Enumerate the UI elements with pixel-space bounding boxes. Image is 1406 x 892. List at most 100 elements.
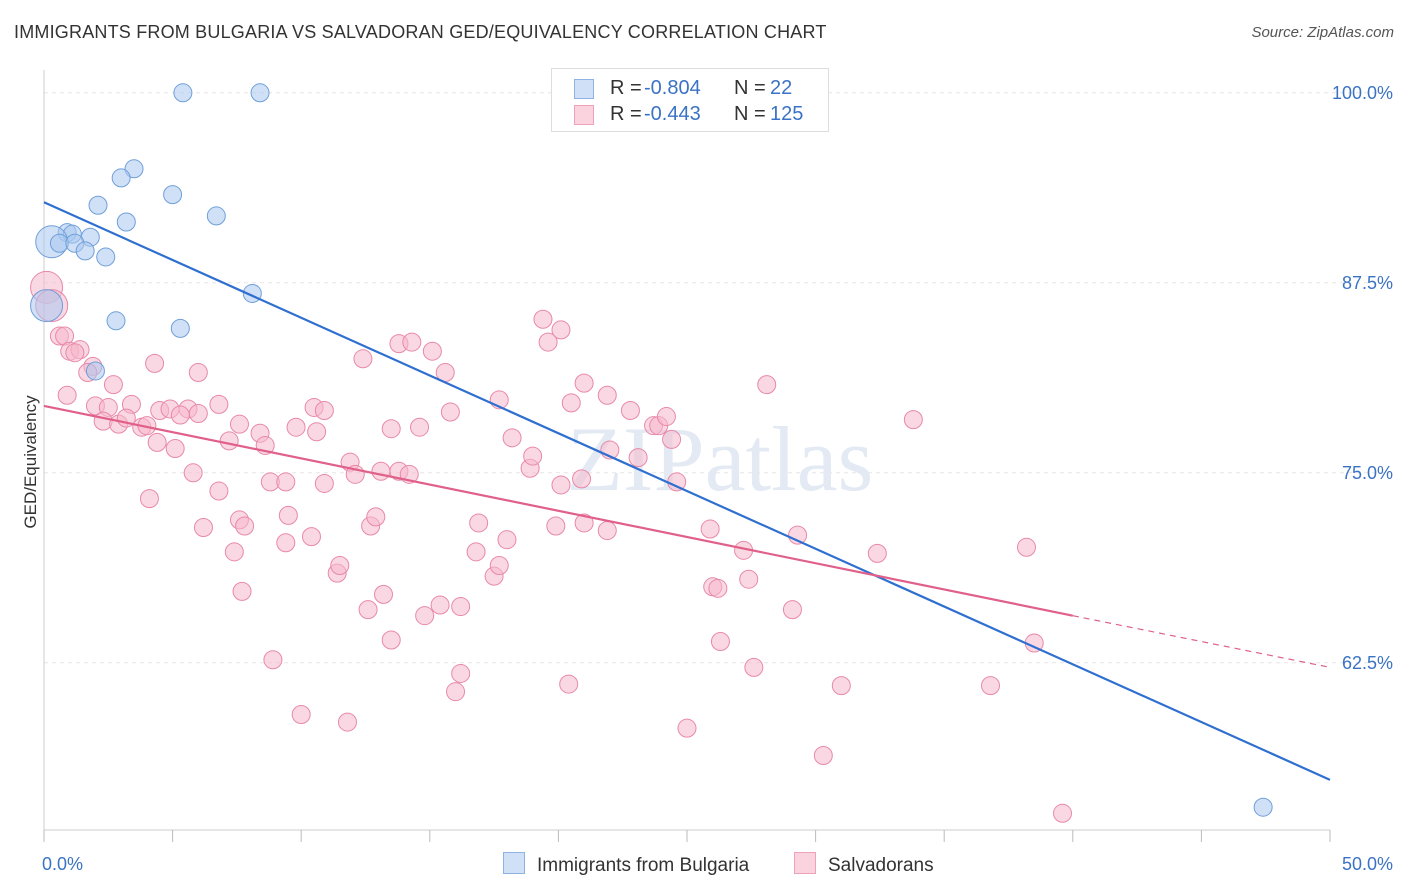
data-point: [757, 375, 777, 395]
data-point: [1017, 537, 1037, 557]
data-point: [561, 393, 581, 413]
data-point: [572, 469, 592, 489]
data-point: [57, 385, 77, 405]
data-point: [193, 518, 213, 538]
data-point: [366, 507, 386, 527]
y-tick-label: 100.0%: [1332, 83, 1393, 103]
data-point: [451, 663, 471, 683]
data-point: [381, 630, 401, 650]
data-point: [353, 349, 373, 369]
data-point: [111, 168, 131, 188]
data-point: [173, 83, 193, 103]
data-point: [533, 309, 553, 329]
data-point: [358, 600, 378, 620]
bottom-legend-bulgaria: Immigrants from Bulgaria: [503, 852, 749, 877]
data-point: [402, 332, 422, 352]
y-axis-label: GED/Equivalency: [21, 395, 40, 529]
data-point: [224, 542, 244, 562]
data-point: [1253, 797, 1273, 817]
legend-r-value: -0.804: [644, 77, 701, 99]
data-point: [301, 527, 321, 547]
y-tick-label: 62.5%: [1342, 653, 1393, 673]
legend-swatch-salvadorans: [574, 105, 594, 125]
data-point: [430, 595, 450, 615]
legend-n-value: 125: [770, 103, 804, 125]
data-point: [546, 516, 566, 536]
data-point: [574, 373, 594, 393]
data-point: [739, 569, 759, 589]
bottom-legend-label-salvadorans: Salvadorans: [828, 855, 934, 876]
data-point: [229, 414, 249, 434]
bottom-legend-swatch-salvadorans: [794, 852, 816, 874]
legend-n-value: 22: [770, 77, 793, 99]
data-point: [656, 407, 676, 427]
data-point: [903, 410, 923, 430]
data-point: [700, 519, 720, 539]
data-point: [165, 438, 185, 458]
data-point: [782, 600, 802, 620]
bottom-legend-label-bulgaria: Immigrants from Bulgaria: [537, 855, 750, 876]
trend-line-extension: [1072, 615, 1331, 668]
chart-title: IMMIGRANTS FROM BULGARIA VS SALVADORAN G…: [14, 22, 827, 42]
data-point: [183, 463, 203, 483]
data-point: [867, 543, 887, 563]
data-point: [103, 375, 123, 395]
data-point: [106, 311, 126, 331]
data-points: [30, 83, 1273, 823]
y-tick-label: 87.5%: [1342, 273, 1393, 293]
data-point: [677, 718, 697, 738]
data-point: [597, 521, 617, 541]
data-point: [209, 394, 229, 414]
data-point: [523, 446, 543, 466]
data-point: [538, 332, 558, 352]
data-point: [188, 362, 208, 382]
data-point: [250, 83, 270, 103]
data-point: [232, 581, 252, 601]
data-point: [415, 606, 435, 626]
data-point: [551, 320, 571, 340]
gridlines: [44, 92, 1390, 664]
data-point: [831, 676, 851, 696]
data-point: [147, 432, 167, 452]
data-point: [466, 542, 486, 562]
trend-line: [43, 201, 1331, 781]
data-point: [30, 289, 64, 323]
data-point: [314, 473, 334, 493]
data-point: [85, 361, 105, 381]
data-point: [278, 505, 298, 525]
y-tick-label: 75.0%: [1342, 463, 1393, 483]
data-point: [276, 472, 296, 492]
bottom-legend-swatch-bulgaria: [503, 852, 525, 874]
data-point: [139, 489, 159, 509]
trend-lines: [43, 201, 1331, 781]
data-point: [451, 597, 471, 617]
legend-n-label: N =: [734, 77, 766, 99]
data-point: [276, 533, 296, 553]
data-point: [708, 578, 728, 598]
data-point: [813, 746, 833, 766]
legend-r-label: R =: [610, 103, 642, 125]
data-point: [209, 481, 229, 501]
data-point: [374, 584, 394, 604]
data-point: [710, 632, 730, 652]
axes: [43, 70, 1331, 842]
data-point: [980, 676, 1000, 696]
data-point: [263, 650, 283, 670]
data-point: [330, 556, 350, 576]
data-point: [96, 247, 116, 267]
data-point: [170, 405, 190, 425]
legend-swatch-bulgaria: [574, 79, 594, 99]
data-point: [188, 404, 208, 424]
trend-line: [43, 404, 1074, 617]
data-point: [235, 516, 255, 536]
tick-labels: 62.5% 75.0% 87.5% 100.0% 0.0% 50.0%: [42, 83, 1393, 874]
data-point: [337, 712, 357, 732]
data-point: [116, 212, 136, 232]
data-point: [145, 353, 165, 373]
legend-r-label: R =: [610, 77, 642, 99]
data-point: [65, 343, 85, 363]
bottom-legend-salvadorans: Salvadorans: [794, 852, 934, 877]
data-point: [93, 411, 113, 431]
source-credit: Source: ZipAtlas.com: [1251, 24, 1394, 41]
